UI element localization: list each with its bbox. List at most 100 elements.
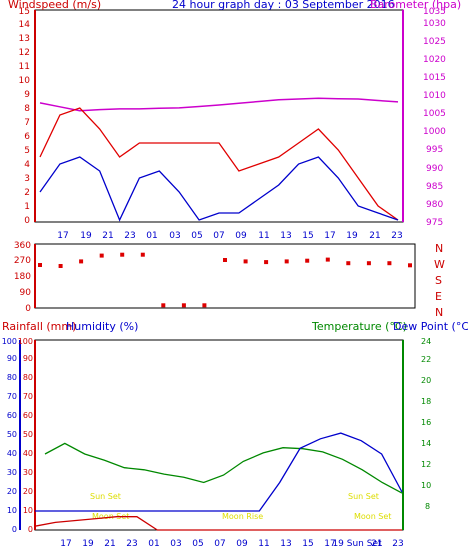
- x-tick-label: 23: [392, 539, 403, 549]
- direction-point: [305, 258, 310, 263]
- x-tick-label: 05: [191, 231, 202, 241]
- direction-point: [264, 260, 269, 265]
- compass-label: N: [435, 242, 443, 255]
- x-tick-label: 17: [60, 539, 71, 549]
- direction-point: [325, 257, 330, 262]
- humidity-tick-label: 30: [7, 468, 17, 477]
- rain-tick-label: 60: [23, 411, 33, 420]
- compass-label: N: [435, 306, 443, 319]
- direction-point: [161, 303, 166, 308]
- baro-tick-label: 1000: [423, 127, 446, 137]
- humidity-tick-label: 0: [12, 525, 17, 534]
- dewpoint-label: Dew Point (°C): [393, 320, 468, 333]
- rain-tick-label: 80: [23, 373, 33, 382]
- wind-gust-series-line: [39, 107, 399, 221]
- humidity-tick-label: 10: [7, 506, 17, 515]
- direction-chart-frame: [34, 243, 416, 309]
- direction-tick-label: 90: [20, 288, 32, 298]
- humidity-tick-label: 40: [7, 449, 17, 458]
- wind-tick-label: 2: [24, 188, 30, 198]
- wind-tick-label: 6: [24, 132, 30, 142]
- direction-points: [38, 252, 412, 308]
- wind-average-series-line: [39, 156, 399, 222]
- x-tick-label: 21: [369, 231, 380, 241]
- direction-point: [79, 259, 84, 264]
- x-tick-label: 09: [235, 231, 247, 241]
- x-tick-label: 23: [124, 231, 135, 241]
- direction-point: [387, 261, 392, 266]
- wind-tick-label: 14: [19, 20, 31, 30]
- wind-chart-frame: [34, 9, 404, 223]
- temp-tick-label: 16: [421, 418, 431, 427]
- direction-point: [120, 252, 125, 257]
- rain-tick-label: 40: [23, 449, 33, 458]
- humidity-tick-label: 70: [7, 392, 17, 401]
- direction-point: [99, 253, 104, 258]
- baro-tick-label: 1005: [423, 109, 446, 119]
- temp-tick-label: 14: [421, 439, 431, 448]
- humidity-tick-label: 50: [7, 430, 17, 439]
- baro-tick-label: 1025: [423, 37, 446, 47]
- temp-tick-label: 12: [421, 460, 431, 469]
- rain-tick-label: 10: [23, 506, 33, 515]
- humidity-tick-label: 100: [2, 337, 17, 346]
- moon-rise-annotation: Moon Rise: [222, 512, 263, 521]
- wind-tick-label: 11: [19, 62, 30, 72]
- x-tick-label: 17: [324, 539, 335, 549]
- temperature-label: Temperature (°C): [311, 320, 407, 333]
- direction-point: [284, 259, 289, 264]
- moon-set-annotation: Moon Set: [354, 512, 391, 521]
- x-tick-label: 07: [213, 231, 224, 241]
- wind-tick-label: 15: [19, 7, 30, 17]
- x-tick-label: 03: [169, 231, 180, 241]
- temp-tick-label: 18: [421, 397, 431, 406]
- wind-tick-label: 9: [24, 90, 30, 100]
- baro-tick-label: 1020: [423, 55, 446, 65]
- wind-tick-label: 7: [24, 118, 30, 128]
- wind-axis-title: Windspeed (m/s): [8, 0, 101, 11]
- temp-tick-label: 8: [425, 502, 430, 511]
- baro-tick-label: 1010: [423, 91, 446, 101]
- x-tick-label: 09: [236, 539, 248, 549]
- x-tick-label: 13: [280, 231, 291, 241]
- direction-tick-label: 0: [25, 304, 31, 314]
- compass-label: S: [435, 274, 442, 287]
- x-tick-label: 21: [371, 539, 382, 549]
- chart-header: 24 hour graph day : 03 September 2016: [172, 0, 395, 11]
- temp-tick-label: 24: [421, 337, 431, 346]
- direction-point: [408, 263, 412, 268]
- baro-tick-label: 990: [426, 164, 443, 174]
- direction-point: [202, 303, 207, 308]
- baro-tick-label: 1035: [423, 7, 446, 17]
- humidity-series-line: [35, 432, 403, 512]
- x-tick-label: 19: [346, 231, 358, 241]
- baro-tick-label: 1015: [423, 73, 446, 83]
- wind-tick-label: 5: [24, 146, 30, 156]
- direction-point: [243, 259, 248, 264]
- wind-tick-label: 13: [19, 34, 30, 44]
- temperature-series-line: [44, 442, 403, 494]
- compass-label: E: [435, 290, 442, 303]
- rain-tick-label: 70: [23, 392, 33, 401]
- x-tick-label: 07: [214, 539, 225, 549]
- temp-tick-label: 22: [421, 355, 431, 364]
- wind-tick-label: 10: [19, 76, 31, 86]
- direction-tick-label: 360: [14, 241, 31, 251]
- x-tick-label: 21: [104, 539, 115, 549]
- x-tick-label: 03: [170, 539, 181, 549]
- direction-point: [181, 303, 186, 308]
- wind-tick-label: 4: [24, 160, 30, 170]
- wind-tick-label: 0: [24, 216, 30, 226]
- x-tick-label: 21: [102, 231, 113, 241]
- x-tick-label: 17: [57, 231, 68, 241]
- wind-tick-label: 3: [24, 174, 30, 184]
- direction-tick-label: 180: [14, 272, 31, 282]
- barometer-series-line: [39, 97, 399, 112]
- baro-tick-label: 980: [426, 200, 443, 210]
- moon-set-annotation: Moon Set: [92, 512, 129, 521]
- x-tick-label: 01: [148, 539, 159, 549]
- humidity-tick-label: 60: [7, 411, 17, 420]
- temp-chart-frame: [34, 339, 404, 531]
